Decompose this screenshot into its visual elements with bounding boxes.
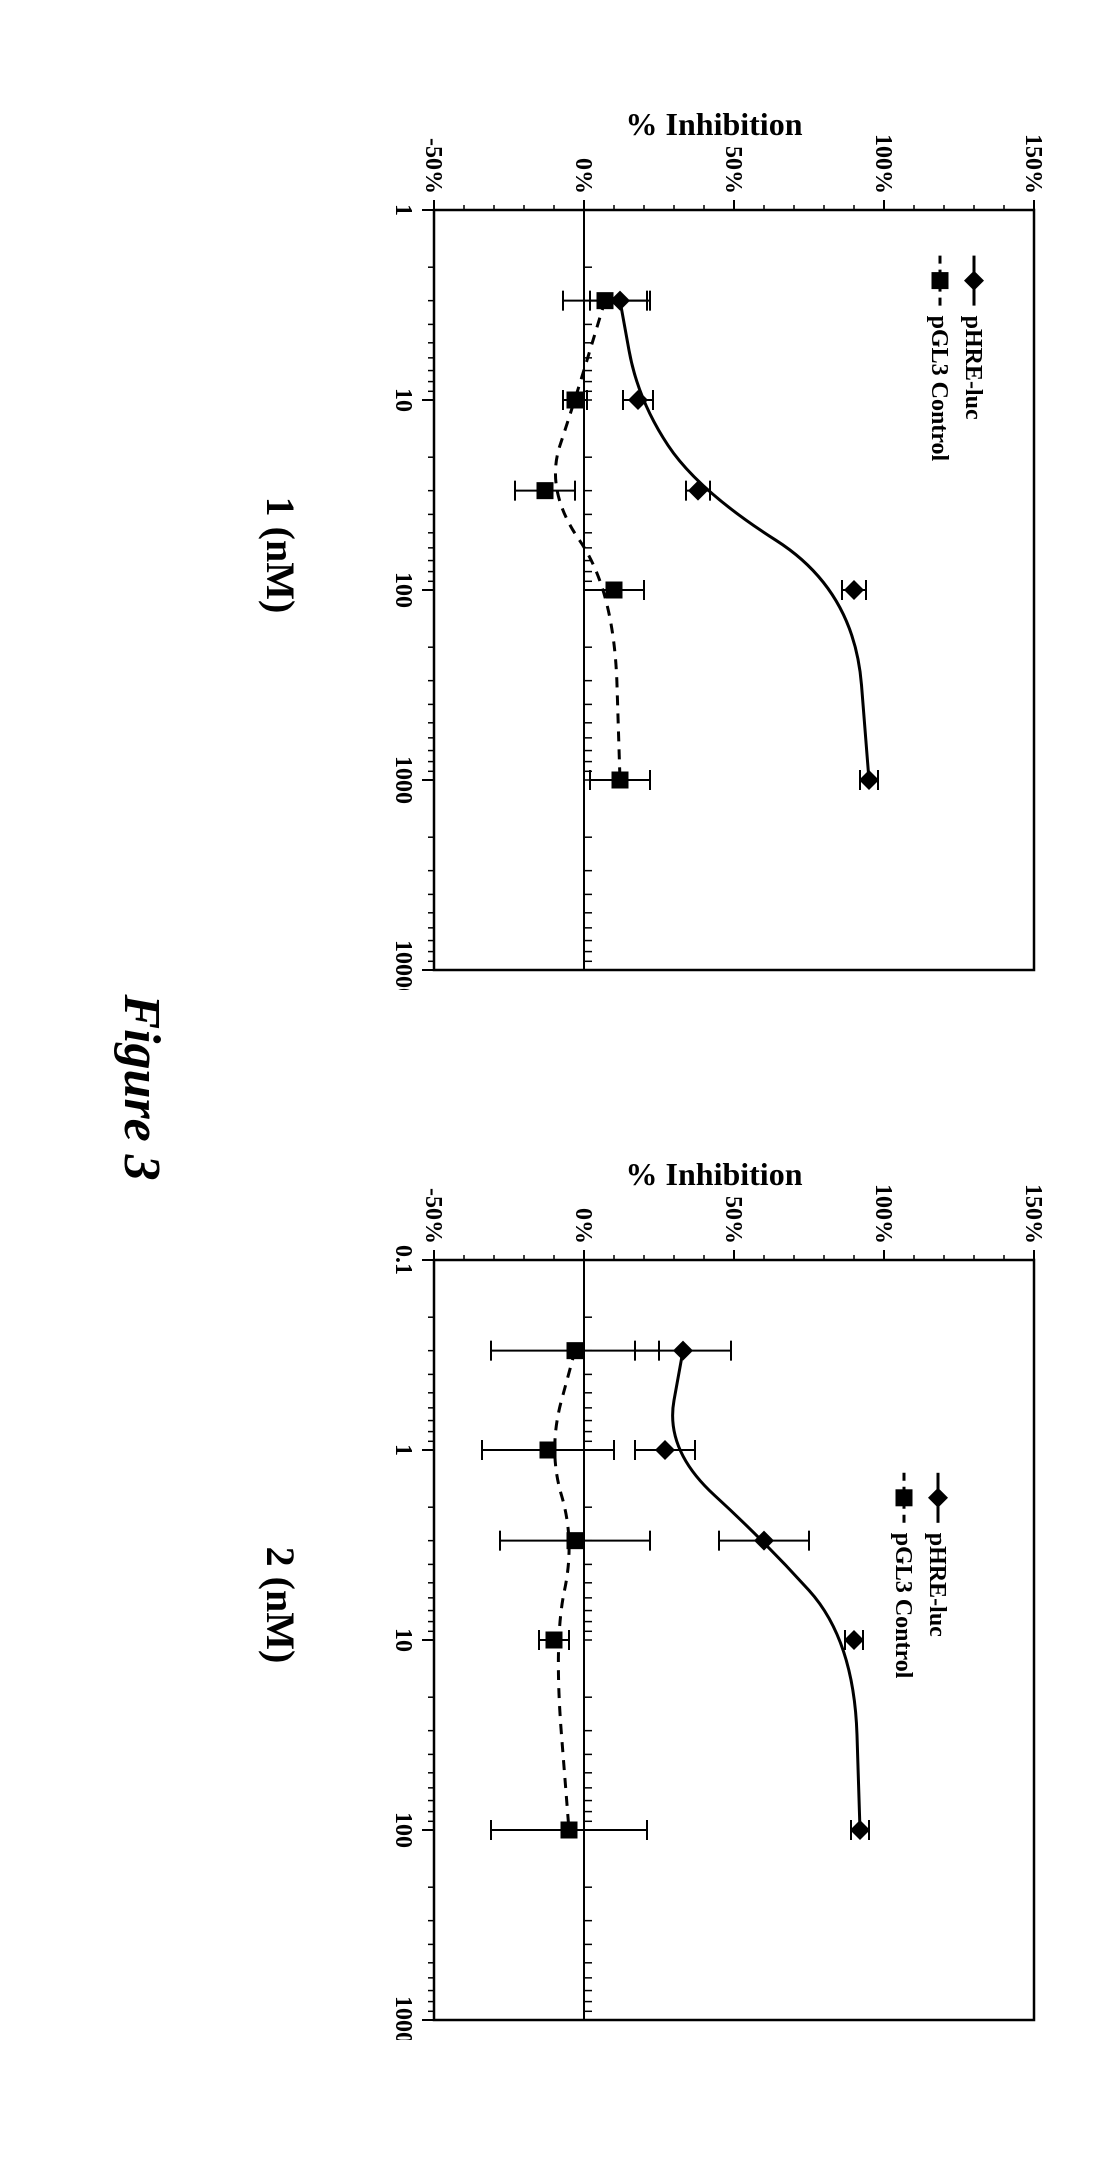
square-marker-icon	[537, 482, 554, 499]
x-tick-label: 1	[390, 1444, 416, 1456]
y-tick-label: 50%	[720, 1196, 746, 1244]
x-tick-label: 10	[390, 1628, 416, 1652]
legend-label: pHRE-luc	[924, 1533, 950, 1637]
square-marker-icon	[932, 272, 949, 289]
square-marker-icon	[896, 1489, 913, 1506]
plot-wrap: -50% 0% 50% 100% 150% 0.1 1 10 100 1000 pHRE-luc pG…	[374, 1170, 1054, 2040]
square-marker-icon	[546, 1632, 563, 1649]
square-marker-icon	[540, 1442, 557, 1459]
square-marker-icon	[597, 292, 614, 309]
chart-svg: -50% 0% 50% 100% 150% 1 10 100 1000 10000 pHRE-luc…	[374, 120, 1054, 990]
x-tick-label: 1000	[390, 756, 416, 804]
x-tick-label: 100	[390, 1812, 416, 1848]
panel-right: -50% 0% 50% 100% 150% 0.1 1 10 100 1000 pHRE-luc pG…	[257, 1170, 1054, 2040]
figure-caption: Figure 3	[112, 0, 171, 2175]
y-tick-label: 150%	[1020, 134, 1046, 194]
square-marker-icon	[567, 1342, 584, 1359]
x-tick-label: 100	[390, 572, 416, 608]
legend-label: pGL3 Control	[926, 316, 952, 462]
plot-wrap: -50% 0% 50% 100% 150% 1 10 100 1000 10000 pHRE-luc…	[374, 120, 1054, 990]
square-marker-icon	[612, 772, 629, 789]
y-tick-label: 150%	[1020, 1184, 1046, 1244]
x-tick-label: 10000	[390, 940, 416, 990]
y-tick-label: 100%	[870, 1184, 896, 1244]
y-tick-label: 0%	[570, 1208, 596, 1244]
x-axis-label: 2 (nM)	[257, 1170, 304, 2040]
plot-area	[434, 1260, 1034, 2020]
x-tick-label: 1000	[390, 1996, 416, 2040]
x-tick-label: 10	[390, 388, 416, 412]
x-axis-label: 1 (nM)	[257, 120, 304, 990]
y-axis-label: % Inhibition	[626, 106, 803, 143]
y-tick-label: -50%	[420, 1188, 446, 1244]
square-marker-icon	[567, 392, 584, 409]
square-marker-icon	[561, 1822, 578, 1839]
y-tick-label: 100%	[870, 134, 896, 194]
y-tick-label: 50%	[720, 146, 746, 194]
square-marker-icon	[606, 582, 623, 599]
y-axis-label: % Inhibition	[626, 1156, 803, 1193]
legend-label: pGL3 Control	[890, 1533, 916, 1679]
square-marker-icon	[567, 1532, 584, 1549]
x-tick-label: 0.1	[390, 1245, 416, 1275]
panel-left: -50% 0% 50% 100% 150% 1 10 100 1000 10000 pHRE-luc…	[257, 120, 1054, 990]
y-tick-label: -50%	[420, 138, 446, 194]
y-tick-label: 0%	[570, 158, 596, 194]
x-tick-label: 1	[390, 204, 416, 216]
legend-label: pHRE-luc	[960, 316, 986, 420]
chart-svg: -50% 0% 50% 100% 150% 0.1 1 10 100 1000 pHRE-luc pG…	[374, 1170, 1054, 2040]
figure-panels: -50%0%50%100%150%110100100010000pHRE-luc…	[217, 0, 1114, 2175]
